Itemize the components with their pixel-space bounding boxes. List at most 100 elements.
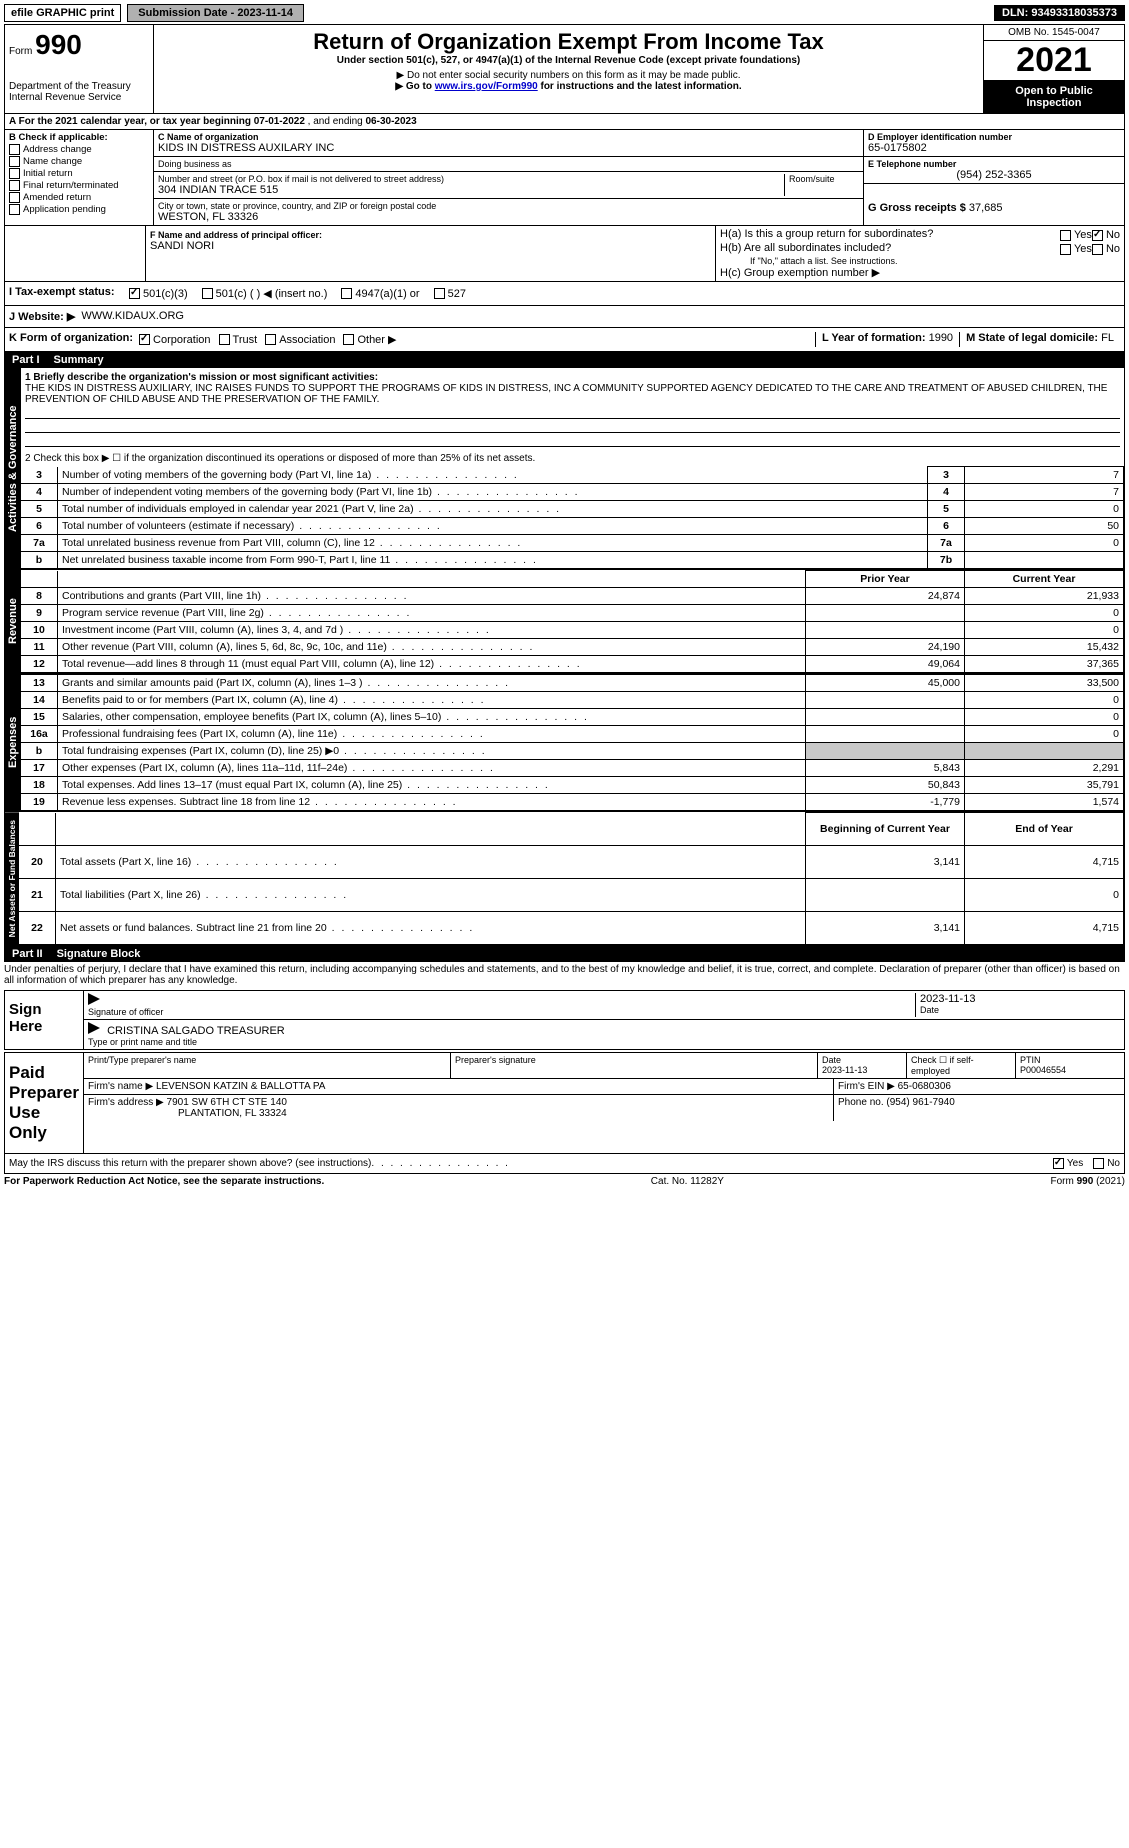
table-row: 9 Program service revenue (Part VIII, li… [21,605,1124,622]
cb-amended[interactable]: Amended return [9,192,149,203]
col-c: C Name of organization KIDS IN DISTRESS … [154,130,864,225]
firm-name-value: LEVENSON KATZIN & BALLOTTA PA [156,1081,326,1092]
i-label: I Tax-exempt status: [9,286,129,301]
sig-officer-row: Signature of officer 2023-11-13 Date [84,991,1124,1020]
city-value: WESTON, FL 33326 [158,211,859,223]
efile-label: efile GRAPHIC print [4,4,121,22]
line1-label: 1 Briefly describe the organization's mi… [25,372,1120,383]
table-row: 14Benefits paid to or for members (Part … [21,692,1124,709]
submission-date-button[interactable]: Submission Date - 2023-11-14 [127,4,304,22]
cb-name-change[interactable]: Name change [9,156,149,167]
footer-right: Form 990 (2021) [1051,1176,1125,1187]
h-a-yes[interactable]: Yes [1060,229,1092,241]
arrow-icon [88,993,100,1005]
paid-preparer-block: Paid Preparer Use Only Print/Type prepar… [4,1052,1125,1154]
street-value: 304 INDIAN TRACE 515 [158,184,780,196]
ssn-note: ▶ Do not enter social security numbers o… [162,70,975,81]
part2-title: Signature Block [57,948,141,960]
ein-label: D Employer identification number [868,132,1120,142]
k-assoc[interactable]: Association [265,333,335,346]
goto-pre: ▶ Go to [395,81,434,92]
h-b-no[interactable]: No [1092,243,1120,255]
table-header-row: Prior Year Current Year [21,571,1124,588]
f-label: F Name and address of principal officer: [150,230,711,240]
h-b-note: If "No," attach a list. See instructions… [720,256,1120,266]
table-row: 21 Total liabilities (Part X, line 26)0 [19,879,1124,912]
h-check[interactable]: Check ☐ if self-employed [907,1053,1016,1078]
sig-name-row: CRISTINA SALGADO TREASURER Type or print… [84,1020,1124,1049]
k-other[interactable]: Other ▶ [343,333,396,346]
form-header: Form 990 Department of the Treasury Inte… [4,24,1125,352]
h-b-label: H(b) Are all subordinates included? [720,242,1060,256]
top-bar: efile GRAPHIC print Submission Date - 20… [4,4,1125,22]
k-corp[interactable]: Corporation [139,333,210,346]
open-to-public: Open to Public Inspection [984,81,1124,113]
h-b-yes[interactable]: Yes [1060,243,1092,255]
table-row: 16aProfessional fundraising fees (Part I… [21,726,1124,743]
d-ein-row: D Employer identification number 65-0175… [864,130,1124,157]
section-bcd: B Check if applicable: Address change Na… [5,129,1124,225]
gross-label: G Gross receipts $ [868,202,966,214]
e-tel-row: E Telephone number (954) 252-3365 [864,157,1124,184]
form-word: Form [9,46,32,57]
i-527[interactable]: 527 [434,287,466,300]
g-gross-row: G Gross receipts $ 37,685 [864,184,1124,216]
ptin-value: P00046554 [1020,1065,1120,1075]
table-row: 20 Total assets (Part X, line 16)3,1414,… [19,846,1124,879]
h-ptin-label: PTIN [1020,1055,1120,1065]
sig-date-value: 2023-11-13 [920,993,1120,1005]
table-row: 19Revenue less expenses. Subtract line 1… [21,794,1124,811]
k-trust[interactable]: Trust [219,333,258,346]
row-j: J Website: ▶ WWW.KIDAUX.ORG [5,305,1124,327]
sign-here-label: Sign Here [5,991,84,1049]
table-row: 17Other expenses (Part IX, column (A), l… [21,760,1124,777]
header-right: OMB No. 1545-0047 2021 Open to Public In… [984,25,1124,113]
table-row: 13Grants and similar amounts paid (Part … [21,675,1124,692]
line2: 2 Check this box ▶ ☐ if the organization… [21,451,1124,466]
k-label: K Form of organization: [9,332,133,347]
expenses-block: Expenses 13Grants and similar amounts pa… [4,674,1125,812]
c-name-row: C Name of organization KIDS IN DISTRESS … [154,130,863,157]
part2-num: Part II [12,948,43,960]
tab-revenue: Revenue [5,570,21,673]
street-row: Number and street (or P.O. box if mail i… [154,172,863,199]
tab-governance: Activities & Governance [5,368,21,569]
i-501c3[interactable]: 501(c)(3) [129,287,188,300]
m-value: FL [1101,332,1114,344]
discuss-row: May the IRS discuss this return with the… [4,1154,1125,1174]
h-a-row: H(a) Is this a group return for subordin… [720,228,1120,242]
cb-final-return[interactable]: Final return/terminated [9,180,149,191]
table-row: 4 Number of independent voting members o… [21,484,1124,501]
b-label: B Check if applicable: [9,132,149,143]
paid-preparer-label: Paid Preparer Use Only [5,1053,84,1153]
cb-initial-return[interactable]: Initial return [9,168,149,179]
cb-address-change[interactable]: Address change [9,144,149,155]
signature-block: Sign Here Signature of officer 2023-11-1… [4,990,1125,1050]
irs-link[interactable]: www.irs.gov/Form990 [435,81,538,92]
table-row: 6 Total number of volunteers (estimate i… [21,518,1124,535]
i-4947[interactable]: 4947(a)(1) or [341,287,419,300]
fh-spacer [5,226,146,281]
table-netassets: Beginning of Current Year End of Year20 … [19,812,1124,945]
gross-value: 37,685 [969,202,1003,214]
f-value: SANDI NORI [150,240,711,252]
part1-num: Part I [12,354,40,366]
i-501c[interactable]: 501(c) ( ) ◀ (insert no.) [202,287,328,300]
col-b: B Check if applicable: Address change Na… [5,130,154,225]
goto-note: ▶ Go to www.irs.gov/Form990 for instruct… [162,81,975,92]
l-value: 1990 [929,332,953,344]
tab-expenses: Expenses [5,674,21,811]
table-revenue: Prior Year Current Year8 Contributions a… [21,570,1124,673]
h-a-no[interactable]: No [1092,229,1120,241]
cb-pending[interactable]: Application pending [9,204,149,215]
blank-line [25,419,1120,433]
part1-title: Summary [54,354,104,366]
row-a-begin: 07-01-2022 [254,116,305,127]
sig-name-title: CRISTINA SALGADO TREASURER [107,1025,285,1037]
row-a: A For the 2021 calendar year, or tax yea… [5,113,1124,129]
discuss-yes[interactable]: Yes [1053,1158,1083,1169]
firm-ein-label: Firm's EIN ▶ [838,1081,895,1092]
table-row: 11 Other revenue (Part VIII, column (A),… [21,639,1124,656]
discuss-no[interactable]: No [1093,1158,1120,1169]
table-row: b Net unrelated business taxable income … [21,552,1124,569]
